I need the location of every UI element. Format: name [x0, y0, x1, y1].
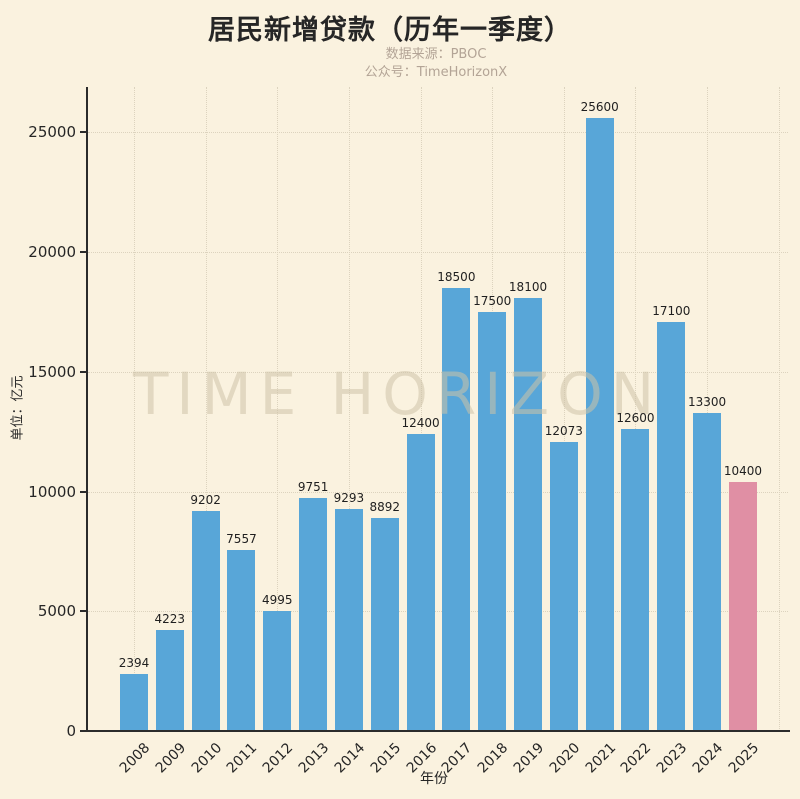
y-tick-mark	[80, 370, 87, 373]
bar-value-label: 25600	[580, 100, 619, 115]
bar-value-label: 4223	[154, 611, 186, 626]
y-tick-mark	[80, 610, 87, 613]
bar	[585, 118, 614, 731]
y-axis-line	[86, 87, 88, 732]
v-gridline	[707, 87, 709, 731]
h-gridline	[88, 252, 788, 254]
v-gridline	[277, 87, 279, 731]
y-tick-label: 10000	[28, 482, 76, 501]
bar	[120, 673, 148, 731]
bar	[334, 508, 363, 731]
v-gridline	[134, 87, 135, 731]
y-tick-label: 0	[66, 722, 76, 740]
v-gridline	[205, 87, 207, 731]
h-gridline	[88, 371, 788, 373]
h-gridline	[88, 132, 788, 134]
bar-value-label: 2394	[118, 655, 150, 670]
h-gridline	[88, 491, 788, 493]
bar	[728, 482, 757, 731]
bar-value-label: 13300	[688, 394, 727, 409]
y-tick-label: 15000	[28, 362, 76, 381]
bar	[549, 441, 578, 731]
y-tick-mark	[80, 251, 87, 254]
y-tick-label: 25000	[28, 123, 76, 142]
bar-value-label: 7557	[226, 532, 257, 547]
bar	[514, 297, 543, 731]
y-tick-mark	[80, 730, 87, 732]
bar-value-label: 9202	[190, 492, 221, 507]
bar	[263, 611, 292, 731]
y-tick-label: 5000	[37, 602, 76, 621]
v-gridline	[420, 87, 422, 731]
bar-value-label: 8892	[369, 500, 400, 515]
y-tick-label: 20000	[28, 243, 76, 262]
bar-value-label: 10400	[723, 464, 763, 479]
bar-value-label: 18100	[508, 279, 548, 294]
v-gridline	[563, 87, 565, 731]
bar-value-label: 9751	[297, 479, 329, 494]
y-tick-mark	[80, 490, 87, 493]
chart-title: 居民新增贷款（历年一季度）	[208, 15, 572, 46]
bar	[478, 312, 507, 731]
y-axis-title: 单位：亿元	[10, 375, 26, 441]
account-line: 公众号：TimeHorizonX	[364, 65, 508, 80]
chart-subtitle: 数据来源：PBOC 公众号：TimeHorizonX	[72, 46, 800, 82]
bar	[442, 288, 471, 731]
v-gridline	[778, 87, 780, 731]
bar	[621, 429, 650, 731]
bar-value-label: 9293	[333, 490, 365, 505]
y-tick-mark	[80, 131, 87, 134]
bar-value-label: 18500	[437, 270, 476, 285]
bar	[191, 510, 220, 731]
h-gridline	[88, 611, 788, 613]
data-source-line: 数据来源：PBOC	[385, 47, 487, 62]
bar-value-label: 17500	[473, 294, 512, 309]
bar-value-label: 12600	[616, 411, 655, 426]
x-axis-line	[86, 730, 790, 732]
bar	[370, 518, 399, 731]
bar	[693, 412, 722, 731]
bar-value-label: 12400	[401, 416, 440, 431]
bar	[227, 550, 256, 731]
bar-value-label: 17100	[652, 303, 691, 318]
bar	[299, 497, 328, 731]
bar	[657, 321, 686, 731]
v-gridline	[348, 87, 350, 731]
bar	[406, 434, 435, 731]
v-gridline	[635, 87, 637, 731]
x-axis-title: 年份	[420, 771, 448, 787]
bar-value-label: 4995	[261, 593, 293, 608]
bar	[155, 629, 184, 731]
bar-value-label: 12073	[544, 423, 583, 438]
